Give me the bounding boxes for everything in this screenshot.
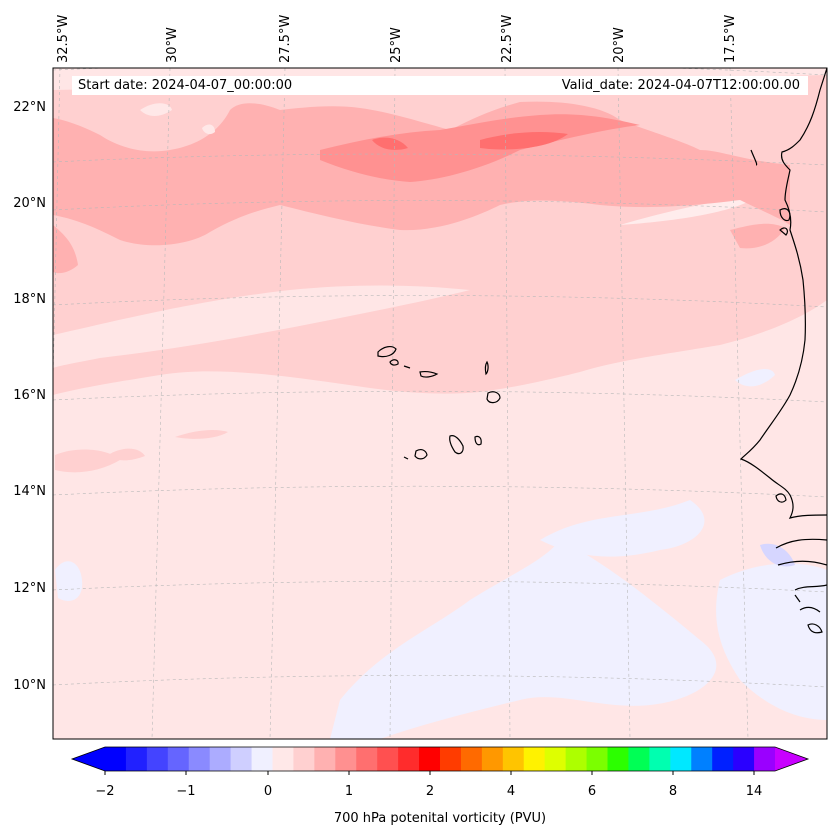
colorbar-swatch bbox=[419, 747, 441, 771]
pv-positive-patch bbox=[175, 429, 228, 439]
colorbar-tick-label: −1 bbox=[176, 784, 195, 799]
header-box: Start date: 2024-04-07_00:00:00 Valid_da… bbox=[72, 76, 808, 95]
african-coastline bbox=[739, 68, 827, 634]
lat-label: 18°N bbox=[13, 292, 46, 307]
colorbar-swatch bbox=[188, 747, 211, 771]
pv-negative-patch bbox=[540, 500, 705, 557]
map-panel bbox=[53, 68, 827, 739]
lon-label: 25°W bbox=[389, 27, 404, 63]
colorbar-swatch bbox=[712, 747, 734, 771]
colorbar-swatch bbox=[167, 747, 190, 771]
pv-belt bbox=[372, 137, 408, 150]
colorbar-swatch bbox=[649, 747, 671, 771]
lon-label: 30°W bbox=[165, 27, 180, 63]
colorbar-swatch bbox=[586, 747, 608, 771]
pv-negative-patch bbox=[330, 540, 717, 739]
colorbar-extend-high bbox=[775, 747, 808, 771]
pv-negative-patch bbox=[716, 563, 827, 720]
colorbar-extend-low bbox=[72, 747, 105, 771]
lat-label: 14°N bbox=[13, 484, 46, 499]
pv-negative-patch bbox=[735, 368, 775, 387]
colorbar-swatch bbox=[440, 747, 462, 771]
colorbar-swatch bbox=[377, 747, 399, 771]
colorbar-swatch bbox=[460, 747, 483, 771]
lon-label: 20°W bbox=[612, 27, 627, 63]
colorbar-swatch bbox=[105, 747, 127, 771]
valid-date-text: Valid_date: 2024-04-07T12:00:00.00 bbox=[561, 78, 800, 93]
colorbar-swatch bbox=[670, 747, 692, 771]
lat-label: 22°N bbox=[13, 100, 46, 115]
colorbar-swatch bbox=[481, 747, 504, 771]
graticule bbox=[53, 68, 827, 739]
pv-negative-patch bbox=[760, 543, 795, 567]
lat-label: 20°N bbox=[13, 196, 46, 211]
colorbar-swatch bbox=[544, 747, 567, 771]
colorbar-swatch bbox=[628, 747, 650, 771]
start-date-text: Start date: 2024-04-07_00:00:00 bbox=[78, 78, 293, 93]
pv-positive-patch bbox=[108, 448, 145, 461]
colorbar-swatch bbox=[356, 747, 378, 771]
pv-belt bbox=[320, 114, 640, 182]
colorbar-label: 700 hPa potenital vorticity (PVU) bbox=[334, 811, 546, 826]
latitude-labels: 22°N 20°N 18°N 16°N 14°N 12°N 10°N bbox=[13, 100, 46, 693]
map-frame bbox=[52, 67, 828, 740]
colorbar-swatch bbox=[733, 747, 755, 771]
colorbar-swatch bbox=[607, 747, 629, 771]
colorbar-swatch bbox=[398, 747, 420, 771]
pv-positive-patch bbox=[55, 449, 120, 473]
colorbar-swatch bbox=[335, 747, 357, 771]
lon-label: 27.5°W bbox=[278, 15, 293, 63]
colorbar-tick-label: 0 bbox=[264, 784, 272, 799]
colorbar-swatch bbox=[293, 747, 315, 771]
colorbar-tick-label: 2 bbox=[426, 784, 434, 799]
colorbar-tick-label: 8 bbox=[669, 784, 677, 799]
pv-light-strip bbox=[620, 195, 760, 225]
colorbar-swatch bbox=[565, 747, 588, 771]
lon-label: 17.5°W bbox=[723, 15, 738, 63]
colorbar-tick-label: 14 bbox=[746, 784, 763, 799]
lat-label: 10°N bbox=[13, 678, 46, 693]
colorbar-swatch bbox=[523, 747, 546, 771]
colorbar-tick-label: 1 bbox=[345, 784, 353, 799]
colorbar-ticks: −2 −1 0 1 2 4 6 8 10 14 bbox=[95, 784, 762, 799]
pv-light-patch bbox=[202, 124, 215, 135]
colorbar-swatch bbox=[209, 747, 232, 771]
colorbar-swatch bbox=[502, 747, 525, 771]
colorbar-tick-label: 6 bbox=[588, 784, 596, 799]
colorbar-swatch bbox=[125, 747, 148, 771]
colorbar-swatch bbox=[754, 747, 776, 771]
colorbar-swatch bbox=[230, 747, 253, 771]
pv-light-strip bbox=[53, 285, 470, 368]
colorbar-swatch bbox=[146, 747, 169, 771]
pv-belt bbox=[53, 225, 78, 274]
pv-negative-patch bbox=[805, 698, 824, 713]
colorbar-tick-label: −2 bbox=[95, 784, 114, 799]
pv-light-patch bbox=[140, 103, 172, 116]
colorbar-swatch bbox=[691, 747, 713, 771]
lon-label: 22.5°W bbox=[500, 15, 515, 63]
lat-label: 12°N bbox=[13, 581, 46, 596]
colorbar-tick-label: 4 bbox=[507, 784, 515, 799]
colorbar-swatch bbox=[272, 747, 294, 771]
pv-belt bbox=[730, 223, 785, 249]
longitude-labels: 32.5°W 30°W 27.5°W 25°W 22.5°W 20°W 17.5… bbox=[56, 15, 738, 63]
lon-label: 32.5°W bbox=[56, 15, 71, 63]
lat-label: 16°N bbox=[13, 388, 46, 403]
cape-verde-islands bbox=[377, 346, 501, 460]
pv-negative-patch bbox=[55, 561, 83, 601]
colorbar bbox=[70, 746, 810, 775]
colorbar-swatch bbox=[251, 747, 273, 771]
pv-belt bbox=[480, 132, 568, 150]
colorbar-swatch bbox=[314, 747, 336, 771]
